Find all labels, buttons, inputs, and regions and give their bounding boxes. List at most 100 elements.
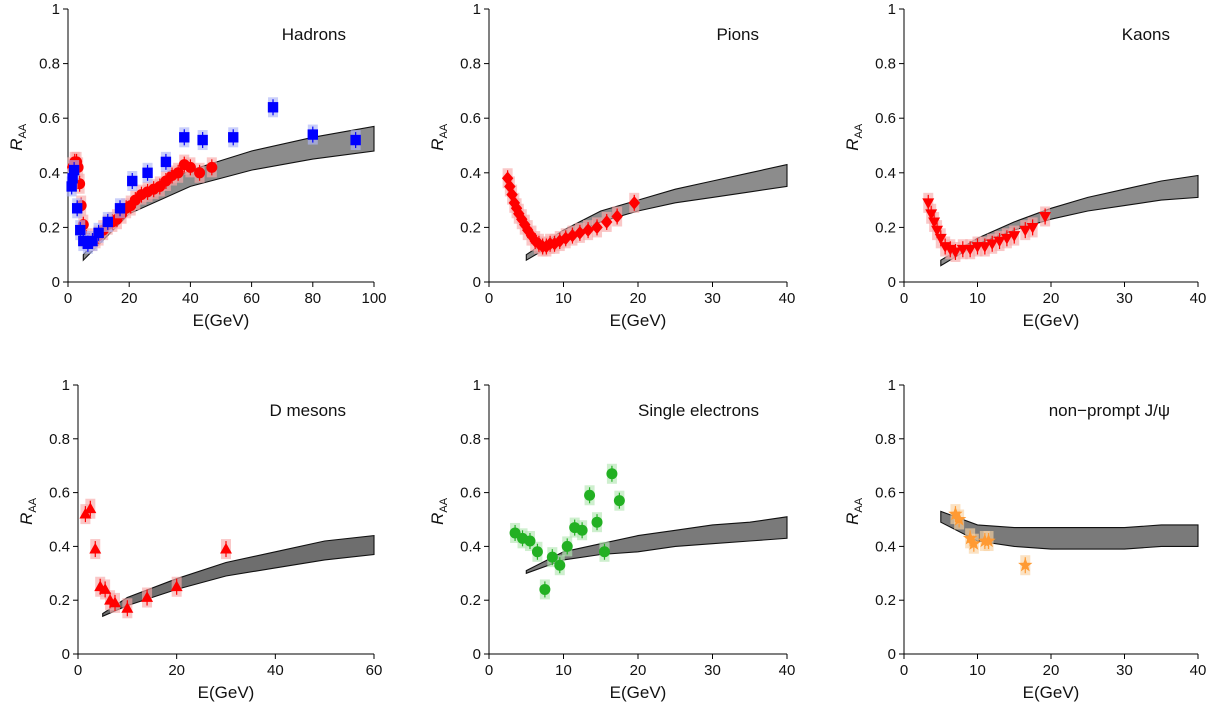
x-tick-label: 30: [1116, 290, 1133, 307]
y-tick-label: 0: [62, 646, 70, 663]
x-tick-label: 0: [64, 290, 72, 307]
y-axis-label-main: R: [428, 139, 447, 151]
x-tick-label: 0: [74, 662, 82, 679]
data-point: [584, 489, 596, 501]
y-tick-label: 0: [52, 274, 60, 291]
data-point: [554, 559, 566, 571]
x-axis-label: E(GeV): [193, 311, 250, 330]
data-point: [160, 156, 172, 168]
data-point: [925, 209, 938, 220]
y-tick-label: 1: [888, 1, 896, 18]
panel-2: 0 10 20 30 40 0 0.2 0.4 0.6 0.8 1 E(GeV) RAA Pions: [428, 1, 795, 330]
y-tick-label: 0.2: [875, 219, 896, 236]
data-point: [220, 542, 232, 554]
data-series-2: [66, 97, 361, 254]
data-point: [922, 198, 935, 210]
x-tick-label: 60: [243, 290, 260, 307]
data-point: [966, 536, 981, 550]
x-tick-label: 20: [168, 662, 185, 679]
panel-6: 0 10 20 30 40 0 0.2 0.4 0.6 0.8 1 E(GeV) RAA non−prom…: [843, 377, 1206, 702]
data-point: [948, 506, 963, 521]
x-tick-label: 60: [366, 662, 383, 679]
data-point: [533, 237, 545, 251]
y-tick-label: 1: [52, 1, 60, 18]
y-tick-label: 0.2: [49, 592, 70, 609]
data-point: [978, 242, 991, 253]
data-point: [949, 247, 962, 259]
y-tick-label: 0.6: [49, 485, 70, 502]
x-tick-label: 40: [1190, 662, 1207, 679]
y-tick-label: 0.4: [875, 538, 896, 555]
y-tick-label: 0.2: [460, 592, 481, 609]
data-point: [102, 216, 113, 228]
panel-title: Hadrons: [282, 25, 346, 44]
panel-title: D mesons: [269, 401, 346, 420]
data-point: [582, 223, 594, 237]
y-tick-label: 0.4: [39, 165, 60, 182]
x-axis-label: E(GeV): [198, 683, 255, 702]
data-series-1: [922, 192, 1052, 262]
y-axis-label-subscript: AA: [438, 497, 450, 512]
data-series-1: [79, 498, 232, 619]
data-point: [267, 102, 279, 113]
x-tick-label: 0: [900, 290, 908, 307]
y-tick-label: 1: [62, 377, 70, 394]
x-axis-label: E(GeV): [610, 683, 667, 702]
panel-4: 0 20 40 60 0 0.2 0.4 0.6 0.8 1 E(GeV) RAA D mesons: [17, 377, 382, 702]
y-tick-label: 0: [473, 274, 481, 291]
data-point: [561, 540, 573, 552]
data-point: [606, 468, 618, 480]
data-point: [628, 196, 640, 210]
y-tick-label: 0.4: [460, 538, 481, 555]
y-tick-label: 0.4: [460, 165, 481, 182]
data-point: [75, 224, 86, 236]
x-tick-label: 10: [969, 290, 986, 307]
data-series-1: [509, 463, 625, 600]
data-point: [66, 181, 77, 192]
data-point: [142, 167, 153, 178]
data-point: [1019, 225, 1032, 237]
y-tick-label: 0.6: [875, 485, 896, 502]
data-point: [928, 217, 941, 229]
data-point: [522, 223, 534, 237]
x-tick-label: 0: [485, 290, 493, 307]
data-point: [206, 161, 218, 173]
y-axis-label-subscript: AA: [27, 497, 39, 512]
data-point: [964, 244, 977, 256]
theory-band: [940, 510, 1199, 550]
y-tick-label: 0.2: [875, 592, 896, 609]
data-point: [127, 175, 138, 187]
x-tick-label: 20: [630, 662, 647, 679]
y-axis-label-main: R: [843, 139, 862, 151]
x-tick-label: 40: [182, 290, 199, 307]
data-point: [986, 239, 999, 251]
data-point: [350, 134, 361, 146]
y-axis-label: RAA: [843, 497, 865, 525]
x-tick-label: 10: [555, 662, 572, 679]
y-tick-label: 0: [473, 646, 481, 663]
data-point: [93, 227, 104, 239]
data-point: [141, 591, 154, 602]
data-point: [89, 542, 102, 554]
x-tick-label: 30: [704, 662, 721, 679]
y-tick-label: 0.8: [460, 431, 481, 448]
x-tick-label: 0: [485, 662, 493, 679]
x-tick-label: 20: [1043, 662, 1060, 679]
data-point: [504, 179, 516, 194]
y-axis-label: RAA: [7, 123, 29, 151]
x-tick-label: 20: [1043, 290, 1060, 307]
data-point: [170, 580, 183, 592]
panel-1: 0 20 40 60 80 100 0 0.2 0.4 0.6 0.8 1 E(GeV) RAA Hadro…: [7, 1, 387, 330]
y-axis-label-main: R: [17, 513, 36, 525]
data-point: [506, 187, 518, 202]
data-point: [1008, 231, 1021, 242]
data-point: [228, 132, 239, 143]
y-axis-label: RAA: [17, 497, 39, 525]
data-point: [71, 203, 83, 214]
data-series-1: [948, 504, 1033, 576]
panel-title: non−prompt J/ψ: [1049, 401, 1170, 420]
panel-title: Pions: [716, 25, 759, 44]
data-point: [68, 164, 80, 176]
y-axis-label-main: R: [7, 139, 26, 151]
